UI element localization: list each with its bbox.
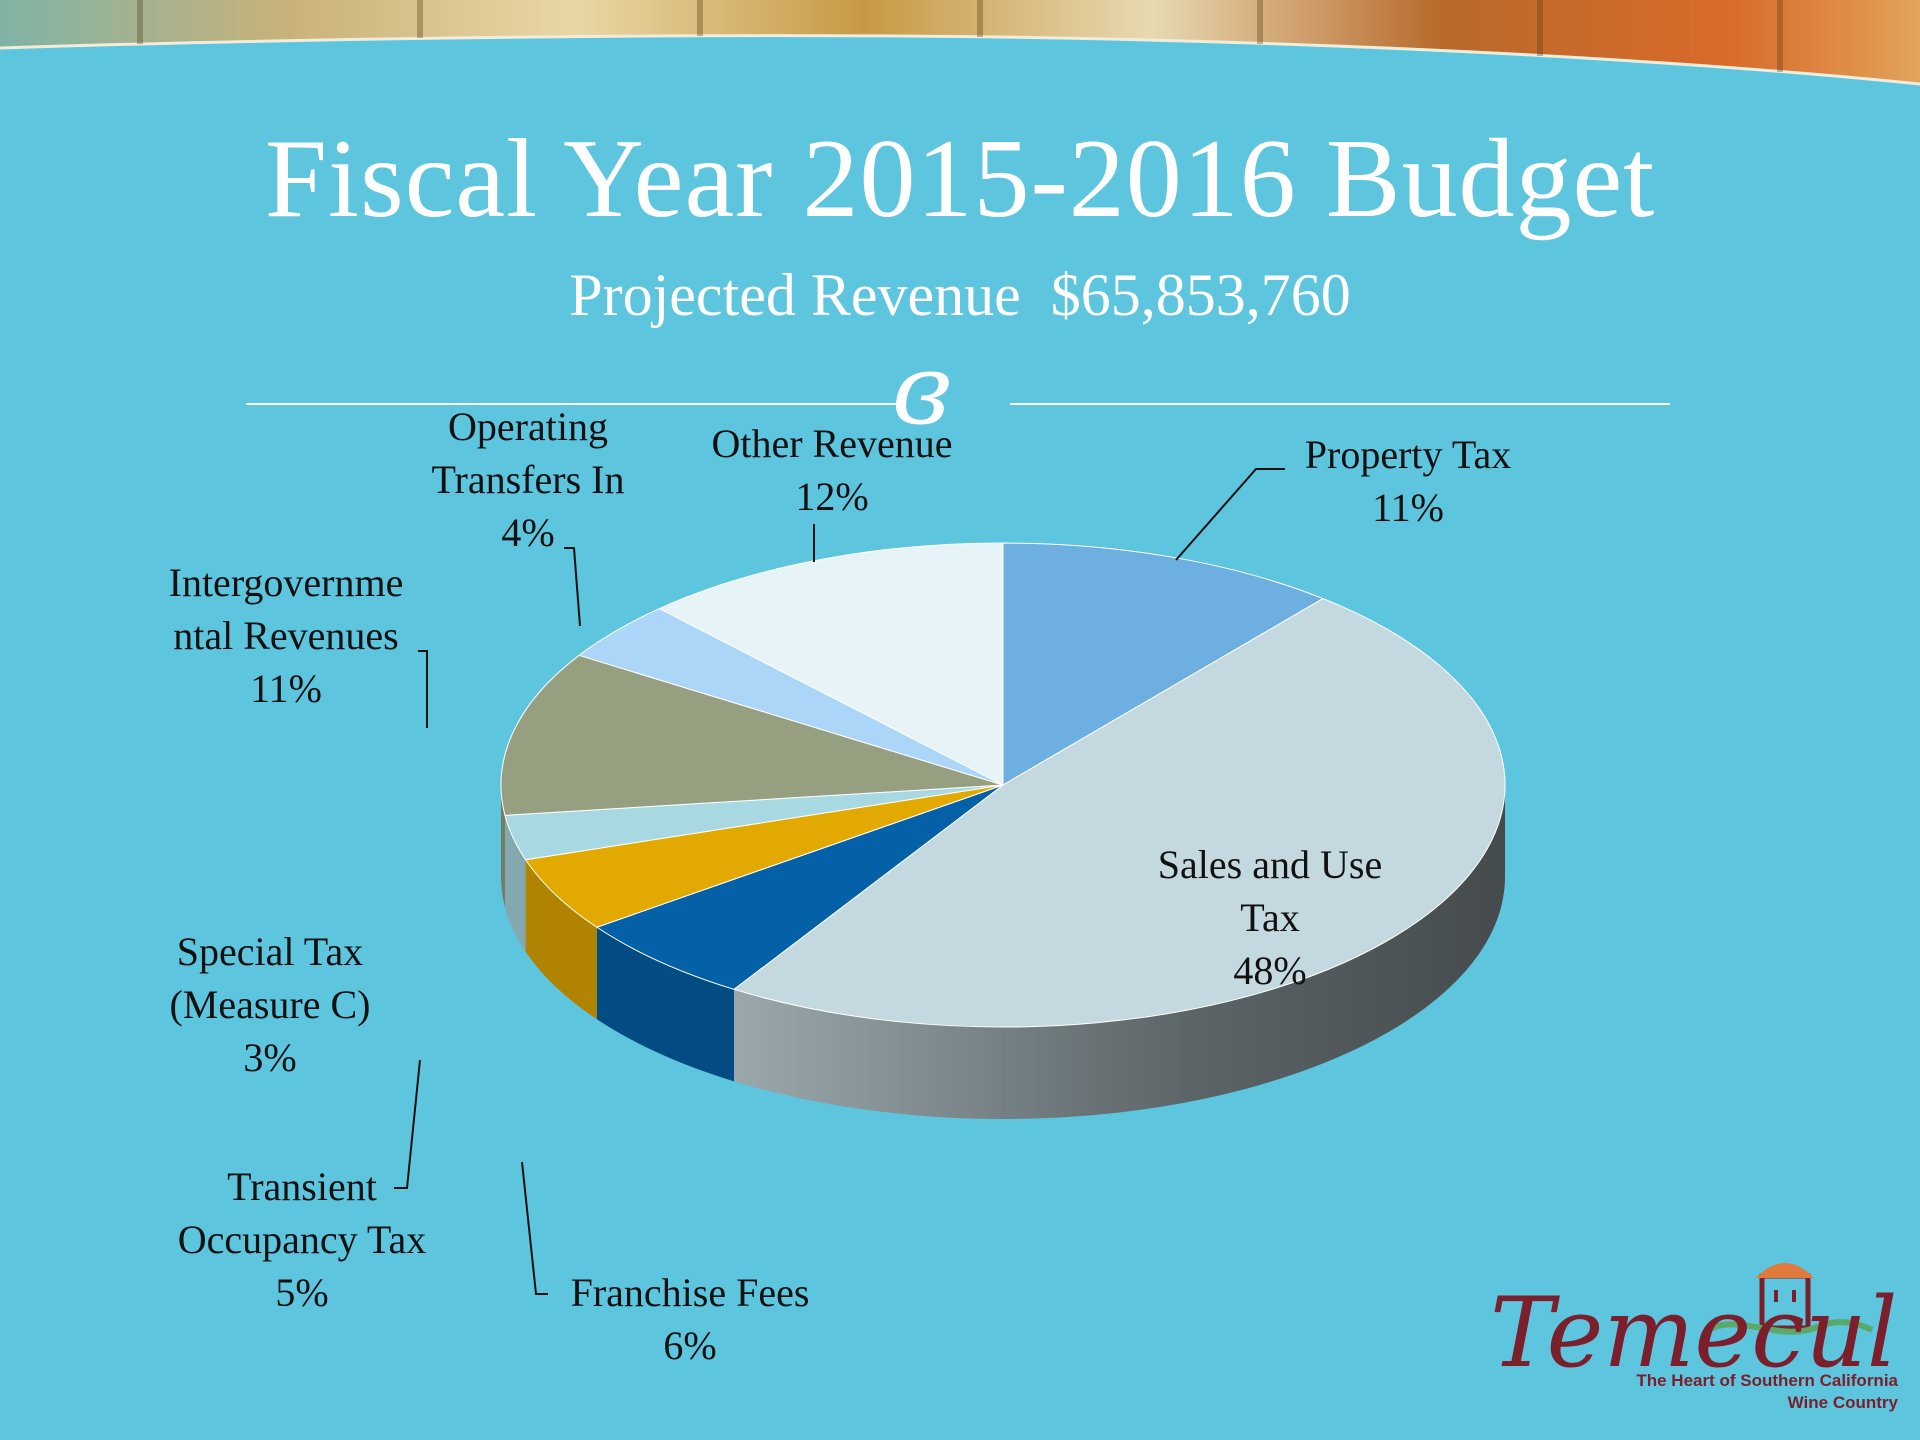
- pie-slice-franchise-fees: [595, 784, 1004, 990]
- slice-label-line: Transient: [227, 1164, 377, 1209]
- tower-icon: [1706, 1263, 1874, 1335]
- leader-line-intergovernmental-revenues: [418, 650, 428, 728]
- subtitle-label: Projected Revenue: [569, 262, 1021, 328]
- divider-left: [246, 403, 906, 405]
- slice-label-line: Transfers In: [432, 457, 625, 502]
- slice-label-intergovernmental-revenues: Intergovernme ntal Revenues 11%: [169, 560, 404, 711]
- slide-subtitle: Projected Revenue $65,853,760: [0, 262, 1920, 328]
- decorative-banner: [0, 0, 1920, 90]
- slice-label-special-tax-measure-c: Special Tax (Measure C) 3%: [169, 929, 370, 1080]
- leader-line-franchise-fees: [521, 1161, 548, 1295]
- slice-label-operating-transfers-in: Operating Transfers In 4%: [432, 404, 625, 555]
- leader-line-operating-transfers-in: [564, 547, 581, 627]
- pie-slice-property-tax: [1002, 542, 1325, 786]
- leader-line-transient-occupancy-tax: [394, 1059, 421, 1189]
- divider-right: [1010, 403, 1670, 405]
- slice-value-intergovernmental-revenues: 11%: [250, 666, 322, 711]
- pie-slice-intergovernmental-revenues: [500, 654, 1004, 816]
- slice-label-line: (Measure C): [169, 982, 370, 1027]
- slice-value-other-revenue: 12%: [795, 474, 868, 519]
- slice-label-property-tax: Property Tax 11%: [1305, 432, 1511, 530]
- pie-slice-transient-occupancy-tax: [524, 784, 1004, 928]
- slice-label-line: Tax: [1240, 895, 1299, 940]
- temecula-logo: Temecula: [1490, 1263, 1900, 1378]
- slice-value-franchise-fees: 6%: [663, 1323, 716, 1368]
- slice-label-line: Intergovernme: [169, 560, 404, 605]
- slice-label-line: Franchise Fees: [571, 1270, 810, 1315]
- slice-label-franchise-fees: Franchise Fees 6%: [571, 1270, 810, 1368]
- slice-value-transient-occupancy-tax: 5%: [275, 1270, 328, 1315]
- logo-tagline-1: The Heart of Southern California: [1636, 1371, 1898, 1390]
- slice-label-other-revenue: Other Revenue 12%: [711, 421, 952, 519]
- slice-label-line: Sales and Use: [1158, 842, 1382, 887]
- logo-tagline-2: Wine Country: [1787, 1393, 1898, 1412]
- slice-label-line: ntal Revenues: [173, 613, 399, 658]
- slice-label-sales-and-use-tax: Sales and Use Tax 48%: [1158, 842, 1382, 993]
- leader-line-property-tax: [1175, 468, 1285, 561]
- slice-value-sales-and-use-tax: 48%: [1233, 948, 1306, 993]
- flourish-ornament: ɞ: [892, 334, 951, 446]
- slice-label-line: Occupancy Tax: [178, 1217, 427, 1262]
- slice-label-line: Operating: [448, 404, 608, 449]
- slice-label-transient-occupancy-tax: Transient Occupancy Tax 5%: [178, 1164, 427, 1315]
- logo-wordmark: Temecula: [1490, 1277, 1900, 1378]
- logo-tagline: The Heart of Southern California Wine Co…: [1568, 1370, 1898, 1414]
- pie-side-special-tax-measure-c: [504, 815, 526, 952]
- slice-label-line: Special Tax: [177, 929, 363, 974]
- slice-value-special-tax-measure-c: 3%: [243, 1035, 296, 1080]
- slice-value-property-tax: 11%: [1372, 485, 1444, 530]
- pie-side-sales-and-use-tax: [734, 785, 1505, 1119]
- subtitle-amount: $65,853,760: [1050, 262, 1351, 328]
- slice-label-line: Other Revenue: [711, 421, 952, 466]
- pie-side-franchise-fees: [596, 927, 735, 1082]
- pie-side-intergovernmental-revenues: [501, 785, 505, 908]
- slice-label-line: Property Tax: [1305, 432, 1511, 477]
- slide-title: Fiscal Year 2015-2016 Budget: [264, 117, 1656, 241]
- pie-side-transient-occupancy-tax: [525, 859, 597, 1020]
- banner-art: [0, 0, 1920, 86]
- pie-slice-sales-and-use-tax: [732, 597, 1506, 1028]
- pie-slice-other-revenue: [658, 542, 1004, 786]
- slice-value-operating-transfers-in: 4%: [501, 510, 554, 555]
